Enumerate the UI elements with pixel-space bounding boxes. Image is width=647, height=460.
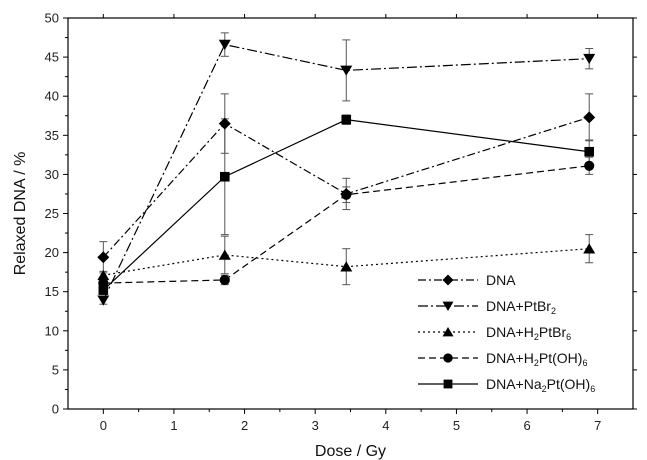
data-point-2-1: [218, 249, 231, 260]
data-point-1-0: [97, 295, 110, 306]
data-point-3-3: [584, 160, 595, 171]
y-tick-label-8: 40: [45, 89, 59, 104]
y-tick-label-5: 25: [45, 206, 59, 221]
data-point-0-0: [97, 251, 110, 264]
data-point-0-1: [218, 117, 231, 130]
x-tick-label-1: 1: [170, 418, 177, 433]
legend-label-1: DNA+PtBr2: [486, 298, 556, 316]
y-tick-label-6: 30: [45, 167, 59, 182]
series-markers: [97, 39, 596, 306]
legend-marker-0: [442, 274, 454, 286]
y-tick-label-9: 45: [45, 50, 59, 65]
x-axis-label: Dose / Gy: [315, 443, 386, 460]
data-point-2-0: [97, 269, 110, 281]
data-point-2-3: [583, 243, 596, 254]
x-tick-label-7: 7: [594, 418, 601, 433]
legend-label-3: DNA+H2Pt(OH)6: [486, 350, 587, 368]
legend-label-4: DNA+Na2Pt(OH)6: [486, 376, 595, 394]
y-tick-label-3: 15: [45, 284, 59, 299]
legend: DNA DNA+PtBr2 DNA+H2PtBr6 DNA+H2Pt(OH)6 DNA+…: [418, 272, 595, 394]
y-tick-label-4: 20: [45, 245, 59, 260]
y-tick-label-0: 0: [52, 402, 59, 417]
data-point-1-2: [340, 65, 353, 76]
y-tick-label-7: 35: [45, 128, 59, 143]
series-line-2: [103, 248, 590, 276]
data-point-4-1: [219, 171, 230, 182]
data-point-4-2: [341, 114, 352, 125]
data-point-2-2: [340, 261, 353, 272]
x-tick-label-6: 6: [523, 418, 530, 433]
series-line-1: [102, 43, 590, 301]
data-point-0-3: [583, 111, 596, 124]
series-line-3: [103, 165, 590, 284]
legend-label-0: DNA: [486, 272, 516, 288]
x-tick-label-2: 2: [241, 418, 248, 433]
x-tick-label-3: 3: [312, 418, 319, 433]
legend-marker-1: [442, 301, 454, 311]
y-axis-label: Relaxed DNA / %: [12, 152, 29, 276]
legend-label-2: DNA+H2PtBr6: [486, 324, 571, 342]
series-line-0: [102, 116, 590, 258]
data-point-3-1: [219, 274, 230, 286]
data-point-4-0: [98, 285, 109, 295]
x-tick-label-4: 4: [382, 418, 389, 433]
series-line-4: [102, 119, 590, 291]
series-lines: [102, 43, 590, 301]
data-point-1-3: [583, 53, 596, 65]
legend-marker-2: [442, 327, 454, 337]
legend-marker-4: [443, 379, 453, 389]
x-tick-label-5: 5: [453, 418, 460, 433]
legend-marker-3: [443, 353, 453, 363]
data-point-1-1: [218, 39, 231, 50]
y-tick-label-10: 50: [45, 11, 59, 26]
data-point-3-2: [341, 189, 352, 200]
y-tick-label-1: 5: [52, 362, 59, 377]
data-point-4-3: [584, 146, 595, 157]
x-tick-label-0: 0: [100, 418, 107, 433]
y-tick-label-2: 10: [45, 323, 59, 338]
